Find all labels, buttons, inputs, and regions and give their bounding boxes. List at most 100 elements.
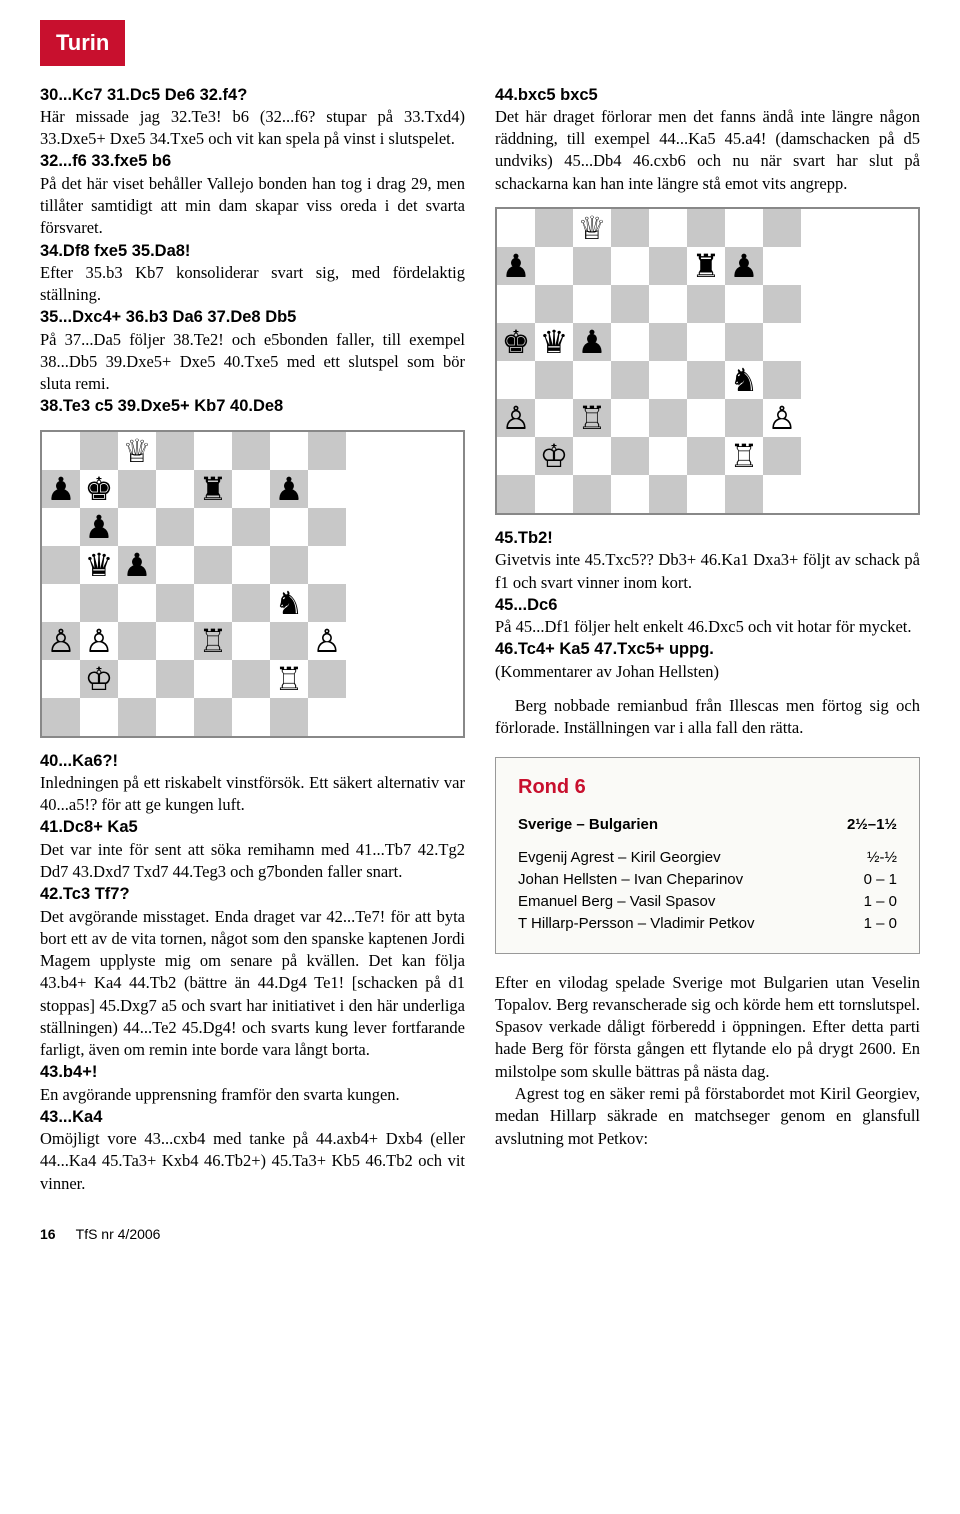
chess-square bbox=[80, 432, 118, 470]
body-text: Omöjligt vore 43...cxb4 med tanke på 44.… bbox=[40, 1128, 465, 1195]
chess-square bbox=[42, 698, 80, 736]
chess-square: ♖ bbox=[270, 660, 308, 698]
chess-square: ♟ bbox=[118, 546, 156, 584]
chess-square bbox=[535, 361, 573, 399]
body-text: Här missade jag 32.Te3! b6 (32...f6? stu… bbox=[40, 106, 465, 151]
move-line: 46.Tc4+ Ka5 47.Txc5+ uppg. bbox=[495, 640, 714, 658]
chess-square bbox=[649, 323, 687, 361]
chess-square bbox=[232, 470, 270, 508]
chess-square bbox=[270, 508, 308, 546]
move-line: 44.bxc5 bxc5 bbox=[495, 86, 598, 104]
chess-square bbox=[156, 470, 194, 508]
chess-square bbox=[232, 584, 270, 622]
chess-square: ♙ bbox=[763, 399, 801, 437]
chess-square bbox=[270, 546, 308, 584]
chess-square bbox=[308, 470, 346, 508]
body-text: Det var inte för sent att söka remihamn … bbox=[40, 839, 465, 884]
chess-square bbox=[270, 698, 308, 736]
chess-square bbox=[763, 323, 801, 361]
chess-square: ♞ bbox=[725, 361, 763, 399]
chess-square: ♟ bbox=[497, 247, 535, 285]
chess-square bbox=[649, 475, 687, 513]
body-text: På det här viset behåller Vallejo bonden… bbox=[40, 173, 465, 240]
chess-square bbox=[308, 660, 346, 698]
chess-square: ♖ bbox=[573, 399, 611, 437]
chess-square bbox=[156, 698, 194, 736]
chess-square bbox=[535, 399, 573, 437]
chess-square bbox=[649, 285, 687, 323]
chess-square: ♙ bbox=[42, 622, 80, 660]
round-results-box: Rond 6 Sverige – Bulgarien 2½–1½ Evgenij… bbox=[495, 757, 920, 953]
chess-square: ♜ bbox=[687, 247, 725, 285]
chess-square bbox=[649, 209, 687, 247]
chess-square bbox=[687, 437, 725, 475]
chess-square bbox=[156, 622, 194, 660]
chess-square bbox=[194, 546, 232, 584]
chess-square bbox=[687, 399, 725, 437]
move-line: 34.Df8 fxe5 35.Da8! bbox=[40, 242, 190, 260]
chess-square: ♔ bbox=[535, 437, 573, 475]
body-text: Berg nobbade remianbud från Illescas men… bbox=[495, 695, 920, 740]
chess-diagram-1: ♕♟♚♜♟♟♛♟♞♙♙♖♙♔♖ bbox=[40, 430, 465, 738]
body-text: Det avgörande misstaget. Enda draget var… bbox=[40, 906, 465, 1062]
chess-square bbox=[573, 361, 611, 399]
chess-square bbox=[232, 622, 270, 660]
chess-square bbox=[725, 285, 763, 323]
chess-square bbox=[232, 698, 270, 736]
chess-square bbox=[611, 475, 649, 513]
chess-square bbox=[687, 475, 725, 513]
chess-square bbox=[194, 508, 232, 546]
chess-square bbox=[194, 660, 232, 698]
chess-square bbox=[687, 361, 725, 399]
chess-square: ♟ bbox=[42, 470, 80, 508]
chess-square bbox=[497, 285, 535, 323]
chess-square bbox=[611, 285, 649, 323]
chess-square bbox=[763, 361, 801, 399]
round-game-score: 0 – 1 bbox=[864, 870, 897, 890]
chess-square bbox=[42, 508, 80, 546]
chess-square bbox=[194, 584, 232, 622]
body-text: En avgörande upprensning framför den sva… bbox=[40, 1084, 465, 1106]
chess-square bbox=[42, 546, 80, 584]
chess-square: ♙ bbox=[497, 399, 535, 437]
move-line: 43.b4+! bbox=[40, 1063, 97, 1081]
body-text: (Kommentarer av Johan Hellsten) bbox=[495, 661, 920, 683]
chess-square bbox=[118, 622, 156, 660]
chess-square bbox=[687, 209, 725, 247]
section-badge: Turin bbox=[40, 20, 125, 66]
move-line: 40...Ka6?! bbox=[40, 752, 118, 770]
chess-square bbox=[611, 399, 649, 437]
chess-square bbox=[308, 546, 346, 584]
chess-square: ♟ bbox=[725, 247, 763, 285]
body-text: Inledningen på ett riskabelt vinstförsök… bbox=[40, 772, 465, 817]
chess-square bbox=[232, 546, 270, 584]
move-line: 42.Tc3 Tf7? bbox=[40, 885, 130, 903]
chess-square bbox=[725, 209, 763, 247]
chess-square bbox=[687, 323, 725, 361]
chess-square bbox=[80, 698, 118, 736]
chess-square bbox=[118, 470, 156, 508]
chess-square bbox=[763, 285, 801, 323]
round-game-score: 1 – 0 bbox=[864, 892, 897, 912]
round-match-teams: Sverige – Bulgarien bbox=[518, 815, 658, 835]
chess-square: ♟ bbox=[80, 508, 118, 546]
chess-square bbox=[156, 508, 194, 546]
round-game-score: ½-½ bbox=[867, 848, 897, 868]
chess-diagram-2: ♕♟♜♟♚♛♟♞♙♖♙♔♖ bbox=[495, 207, 920, 515]
chess-square bbox=[194, 698, 232, 736]
round-title: Rond 6 bbox=[518, 774, 897, 801]
chess-square bbox=[308, 698, 346, 736]
chess-square: ♞ bbox=[270, 584, 308, 622]
round-game-score: 1 – 0 bbox=[864, 914, 897, 934]
body-text: Efter en vilodag spelade Sverige mot Bul… bbox=[495, 972, 920, 1083]
chess-square bbox=[156, 584, 194, 622]
issue-label: TfS nr 4/2006 bbox=[76, 1226, 161, 1242]
chess-square bbox=[573, 285, 611, 323]
chess-square: ♟ bbox=[573, 323, 611, 361]
chess-square bbox=[535, 209, 573, 247]
chess-square bbox=[611, 209, 649, 247]
page-footer: 16 TfS nr 4/2006 bbox=[40, 1225, 920, 1244]
round-game-pair: Johan Hellsten – Ivan Cheparinov bbox=[518, 870, 743, 890]
chess-square bbox=[573, 247, 611, 285]
chess-square bbox=[535, 475, 573, 513]
